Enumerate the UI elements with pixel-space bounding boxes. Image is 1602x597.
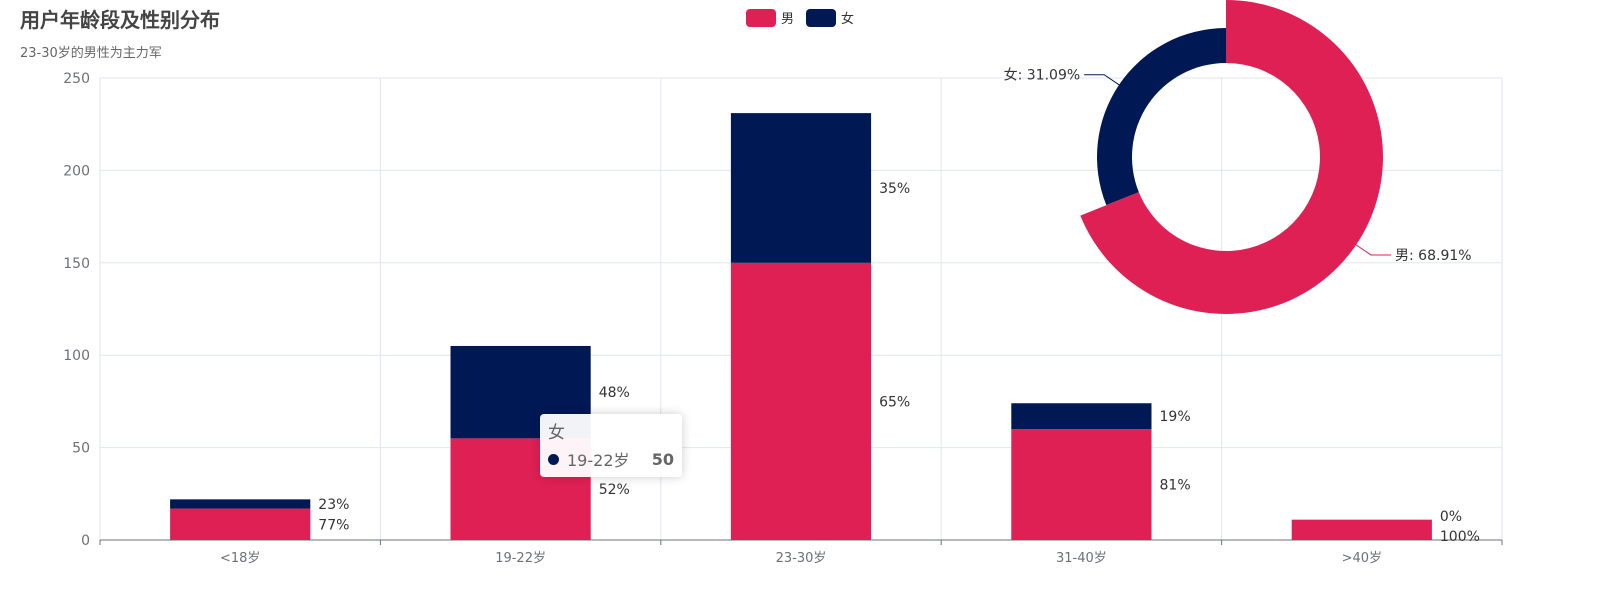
tooltip-dot-icon — [548, 453, 559, 465]
legend-swatch-male — [746, 8, 776, 27]
bar-label-male: 81% — [1160, 478, 1191, 494]
x-tick-label: 31-40岁 — [1056, 551, 1107, 566]
chart-title: 用户年龄段及性别分布 — [20, 8, 220, 32]
chart-subtitle: 23-30岁的男性为主力军 — [20, 46, 162, 61]
tooltip-series: 女 — [548, 423, 565, 443]
bar-label-male: 100% — [1440, 529, 1480, 545]
y-tick-label: 200 — [63, 163, 90, 179]
tooltip-value: 50 — [651, 449, 674, 469]
y-tick-label: 50 — [72, 441, 90, 457]
legend: 男 女 — [746, 8, 854, 27]
bar-female — [730, 113, 872, 263]
legend-label-male: 男 — [781, 12, 795, 27]
bar-label-female: 35% — [879, 181, 910, 197]
tooltip-category: 19-22岁 — [567, 451, 630, 470]
x-tick-label: <18岁 — [220, 551, 260, 566]
y-tick-label: 250 — [63, 71, 90, 87]
bar-label-male: 65% — [879, 394, 910, 410]
bar-male — [1291, 519, 1432, 540]
pie-slice-female — [1097, 28, 1226, 206]
tooltip: 女 19-22岁 50 — [540, 414, 682, 477]
pie-leader-line — [1355, 244, 1392, 256]
legend-item-male[interactable]: 男 — [746, 8, 794, 27]
pie-slice-male — [1080, 0, 1384, 314]
legend-swatch-female — [806, 8, 837, 27]
bar-label-female: 23% — [318, 497, 349, 513]
y-tick-label: 0 — [81, 533, 90, 549]
x-tick-label: >40岁 — [1342, 551, 1382, 566]
bar-female — [170, 499, 311, 509]
y-tick-label: 100 — [63, 348, 90, 364]
bar-label-male: 52% — [599, 482, 630, 498]
bar-male — [1011, 429, 1152, 540]
bar-male — [730, 262, 872, 540]
x-tick-label: 19-22岁 — [495, 551, 546, 566]
pie-leader-line — [1084, 74, 1120, 86]
x-tick-label: 23-30岁 — [776, 551, 827, 566]
bar-male — [170, 508, 311, 540]
bar-female — [1011, 403, 1152, 430]
pie-label-female: 女: 31.09% — [1004, 67, 1081, 84]
pie-label-male: 男: 68.91% — [1395, 248, 1472, 264]
bar-label-female: 0% — [1440, 509, 1462, 525]
legend-label-female: 女 — [841, 12, 855, 27]
tooltip-row: 19-22岁 50 — [548, 447, 674, 471]
bar-label-male: 77% — [318, 517, 349, 533]
bar-label-female: 48% — [599, 385, 630, 401]
y-tick-label: 150 — [63, 256, 90, 272]
bar-label-female: 19% — [1160, 409, 1191, 425]
legend-item-female[interactable]: 女 — [806, 8, 854, 27]
